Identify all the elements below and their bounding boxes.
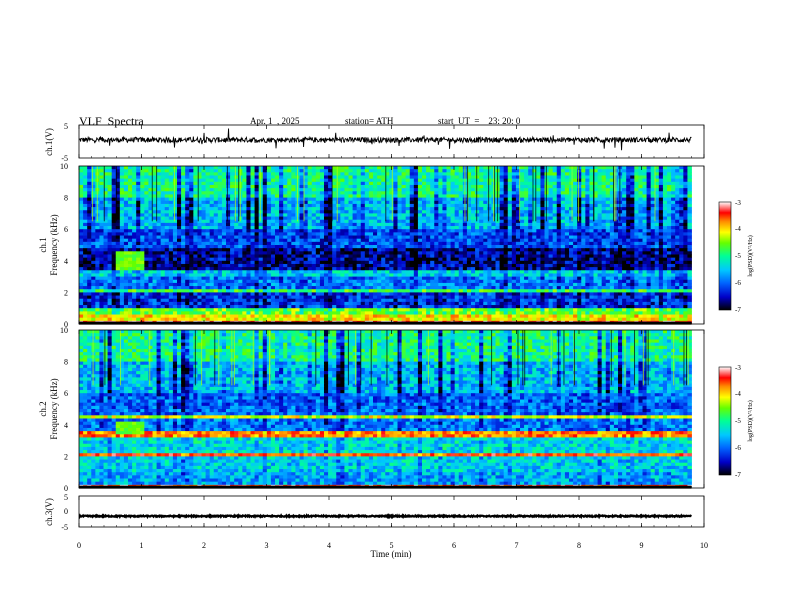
ch1-ylabel: ch.1(V) — [44, 128, 54, 156]
ch1-colorbar-tick: -6 — [735, 279, 741, 287]
ch1-spectrogram-image — [79, 166, 692, 325]
ch1-colorbar-tick: -3 — [735, 199, 741, 207]
ch2-colorbar-label: log(PSD)(V²/Hz) — [747, 400, 754, 441]
ch2-colorbar-tick: -5 — [735, 417, 741, 425]
x-tick-label: 9 — [640, 541, 644, 550]
ch1-ytick-label: 5 — [64, 122, 68, 131]
ch1-spec-channel-label: ch.1 — [38, 237, 48, 252]
x-tick-label: 7 — [515, 541, 519, 550]
ch2-spec-ylabel: Frequency (kHz) — [49, 378, 59, 439]
ch2-colorbar-tick: -7 — [735, 471, 741, 479]
ytick-label: 0 — [64, 484, 68, 493]
x-tick-label: 8 — [577, 541, 581, 550]
x-tick-label: 2 — [202, 541, 206, 550]
ytick-label: 4 — [64, 421, 68, 430]
ch2-spectrogram-image — [79, 330, 692, 489]
ytick-label: 6 — [64, 225, 68, 234]
x-tick-label: 1 — [140, 541, 144, 550]
ch2-colorbar-tick: -4 — [735, 390, 741, 398]
x-axis-label: Time (min) — [371, 549, 412, 559]
ch1-colorbar-label: log(PSD)(V²/Hz) — [747, 235, 754, 276]
x-tick-labels: 0 1 2 3 4 5 6 7 8 9 10 — [77, 541, 708, 550]
ch1-colorbar-gradient — [718, 201, 732, 311]
ytick-label: 10 — [60, 326, 68, 335]
ytick-label: 8 — [64, 358, 68, 367]
ch3-ytick-label: -5 — [61, 523, 68, 532]
ch2-colorbar-tick: -6 — [735, 444, 741, 452]
start-ut-label: start UT = 23: 20: 0 — [438, 116, 521, 126]
ytick-label: 0 — [64, 320, 68, 329]
ch3-ytick-label: 0 — [64, 507, 68, 516]
ch1-colorbar-tick: -7 — [735, 306, 741, 314]
x-tick-label: 0 — [77, 541, 81, 550]
ch2-spec-ytick-labels: 0 2 4 6 8 10 — [60, 326, 68, 493]
ytick-label: 10 — [60, 162, 68, 171]
ch2-colorbar-tick: -3 — [735, 364, 741, 372]
ytick-label: 2 — [64, 452, 68, 461]
ch1-spec-ytick-labels: 0 2 4 6 8 10 — [60, 162, 68, 329]
ytick-label: 8 — [64, 194, 68, 203]
ch3-ytick-label: 5 — [64, 493, 68, 502]
ch3-waveform-trace — [79, 513, 692, 520]
ch3-ylabel: ch.3(V) — [44, 498, 54, 526]
ch3-waveform-frame — [78, 495, 705, 528]
x-tick-label: 4 — [327, 541, 331, 550]
date-label: Apr. 1 , 2025 — [250, 116, 300, 126]
ch1-colorbar: -3 -4 -5 -6 -7 log(PSD)(V²/Hz) — [718, 199, 754, 314]
ch3-waveform-line — [79, 513, 692, 520]
ch2-colorbar: -3 -4 -5 -6 -7 log(PSD)(V²/Hz) — [718, 364, 754, 479]
x-tick-label: 3 — [265, 541, 269, 550]
ytick-label: 6 — [64, 389, 68, 398]
ytick-label: 4 — [64, 257, 68, 266]
ytick-label: 2 — [64, 288, 68, 297]
x-tick-label: 6 — [452, 541, 456, 550]
axis-ticks — [78, 125, 705, 527]
ch2-spec-channel-label: ch.2 — [38, 401, 48, 416]
ch1-colorbar-tick: -5 — [735, 252, 741, 260]
ch1-colorbar-tick: -4 — [735, 225, 741, 233]
ch1-waveform-line — [79, 128, 692, 151]
ch1-waveform-trace — [79, 128, 692, 151]
ch1-ytick-label: -5 — [61, 154, 68, 163]
station-label: station= ATH — [345, 116, 394, 126]
figure-title: VLF Spectra — [79, 114, 144, 128]
ch2-colorbar-gradient — [718, 366, 732, 476]
x-tick-label: 10 — [700, 541, 708, 550]
ch1-spec-ylabel: Frequency (kHz) — [49, 214, 59, 275]
x-tick-label: 5 — [390, 541, 394, 550]
